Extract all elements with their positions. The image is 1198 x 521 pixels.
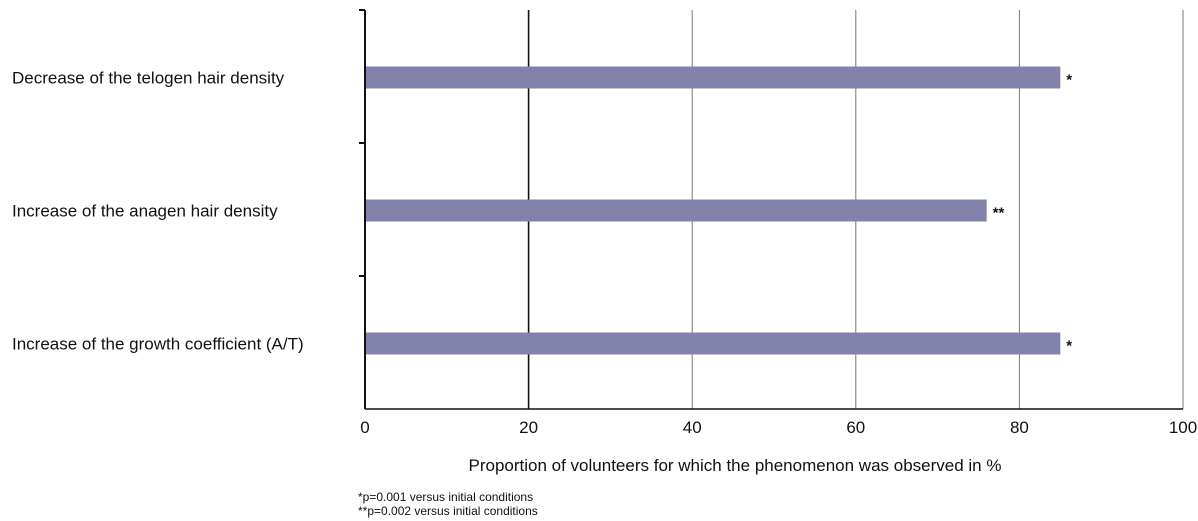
x-tick-label: 40 (683, 418, 702, 437)
significance-label: * (1066, 338, 1072, 355)
category-label: Increase of the growth coefficient (A/T) (12, 335, 304, 354)
tick-labels: 0 20 40 60 80 100 (360, 418, 1197, 437)
x-tick-label: 0 (360, 418, 369, 437)
x-tick-label: 60 (846, 418, 865, 437)
significance-label: ** (993, 205, 1005, 222)
x-tick-label: 20 (519, 418, 538, 437)
bars: **** (366, 66, 1072, 355)
category-labels: Decrease of the telogen hair density Incr… (12, 69, 304, 354)
x-tick-label: 80 (1010, 418, 1029, 437)
bar (366, 199, 987, 222)
category-label: Decrease of the telogen hair density (12, 69, 285, 88)
significance-label: * (1066, 72, 1072, 89)
footnote-1: *p=0.001 versus initial conditions (358, 490, 534, 504)
bar-chart: **** Decrease of the telogen hair densit… (12, 9, 1197, 475)
category-label: Increase of the anagen hair density (12, 202, 278, 221)
bar (366, 332, 1061, 355)
footnotes: *p=0.001 versus initial conditions **p=0… (358, 490, 538, 518)
bar (366, 66, 1061, 89)
x-tick-label: 100 (1169, 418, 1197, 437)
x-axis-title: Proportion of volunteers for which the p… (469, 456, 1002, 475)
footnote-2: **p=0.002 versus initial conditions (358, 504, 538, 518)
axes (359, 9, 1183, 410)
